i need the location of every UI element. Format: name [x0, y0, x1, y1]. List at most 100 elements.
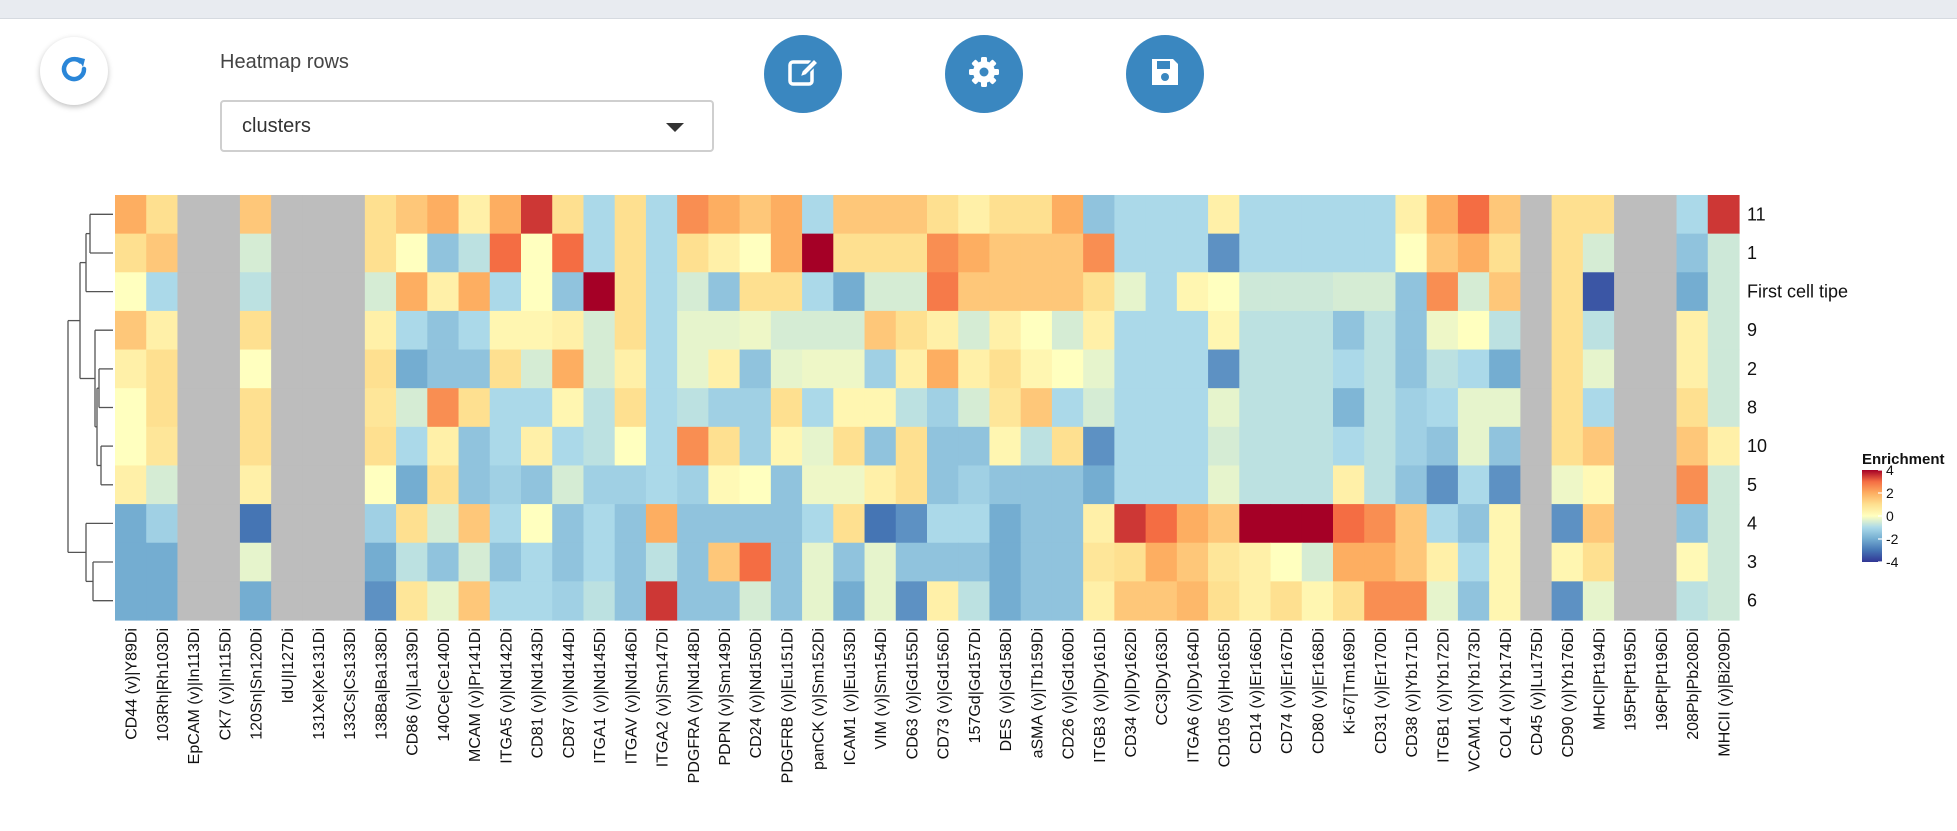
heatmap-cell — [1707, 504, 1740, 544]
heatmap-cell — [1176, 310, 1209, 351]
heatmap-cell — [302, 581, 335, 621]
heatmap-cell — [989, 310, 1022, 351]
heatmap-cell — [489, 349, 522, 389]
heatmap-cell — [1301, 272, 1334, 312]
heatmap-rows-label: Heatmap rows — [220, 51, 349, 73]
heatmap-cell — [1301, 426, 1334, 467]
heatmap-cell — [833, 349, 866, 389]
heatmap-cell — [1114, 388, 1147, 428]
heatmap-cell — [895, 542, 928, 582]
column-label: MHCI|Pt194Di — [1592, 628, 1609, 730]
heatmap-cell — [302, 272, 335, 312]
heatmap-cell — [1270, 581, 1303, 621]
heatmap-cell — [927, 195, 959, 235]
heatmap-cell — [208, 542, 241, 582]
heatmap-cell — [1145, 504, 1178, 544]
heatmap-cell — [583, 504, 616, 544]
heatmap-cell — [1489, 426, 1521, 467]
heatmap-cell — [1707, 233, 1740, 273]
heatmap-cell — [552, 388, 585, 428]
heatmap-cell — [958, 581, 991, 621]
settings-button[interactable] — [945, 35, 1023, 113]
heatmap-rows-select[interactable]: clusters — [220, 100, 714, 152]
heatmap-cell — [1083, 465, 1115, 505]
heatmap-cell — [1520, 233, 1553, 273]
heatmap-cell — [614, 195, 647, 235]
heatmap-cell — [1114, 349, 1147, 389]
heatmap-cell — [677, 388, 709, 428]
heatmap-cell — [208, 504, 241, 544]
heatmap-cell — [739, 310, 772, 351]
heatmap-cell — [1333, 465, 1365, 505]
heatmap-cell — [645, 542, 678, 582]
heatmap-cell — [1301, 388, 1334, 428]
heatmap-cell — [1051, 542, 1084, 582]
heatmap-cell — [989, 349, 1022, 389]
heatmap-cell — [1676, 504, 1709, 544]
heatmap-cell — [833, 195, 866, 235]
column-label: CD105 (v)|Ho165Di — [1217, 628, 1234, 767]
edit-button[interactable] — [764, 35, 842, 113]
column-label: COL4 (v)|Yb174Di — [1498, 628, 1515, 758]
heatmap-cell — [552, 426, 585, 467]
heatmap-cell — [302, 465, 335, 505]
heatmap-cell — [364, 504, 397, 544]
heatmap-cell — [521, 542, 553, 582]
heatmap-cell — [489, 542, 522, 582]
column-label: MCAM (v)|Pr141Di — [467, 628, 484, 762]
heatmap-cell — [645, 272, 678, 312]
heatmap-cell — [1145, 195, 1178, 235]
heatmap-cell — [177, 310, 210, 351]
heatmap-cell — [427, 581, 460, 621]
heatmap-cell — [645, 581, 678, 621]
heatmap-cell — [1489, 233, 1521, 273]
column-label: CD90 (v)|Yb176Di — [1560, 628, 1577, 758]
heatmap-cell — [458, 272, 491, 312]
column-label: ITGA2 (v)|Sm147Di — [655, 628, 672, 767]
save-button[interactable] — [1126, 35, 1204, 113]
heatmap-cell — [1114, 195, 1147, 235]
heatmap-cell — [1614, 388, 1646, 428]
heatmap-cell — [802, 426, 834, 467]
heatmap-cell — [115, 310, 147, 351]
heatmap-cell — [1239, 310, 1272, 351]
column-label: 196Pt|Pt196Di — [1654, 628, 1671, 731]
heatmap-cell — [1083, 504, 1115, 544]
heatmap-cell — [396, 581, 428, 621]
refresh-button[interactable] — [40, 37, 108, 105]
heatmap-cell — [1582, 504, 1615, 544]
heatmap-cell — [739, 426, 772, 467]
heatmap-cell — [927, 504, 959, 544]
heatmap-cell — [1676, 349, 1709, 389]
heatmap-cell — [1489, 195, 1521, 235]
heatmap-cell — [739, 465, 772, 505]
heatmap-cell — [770, 542, 803, 582]
heatmap-cell — [1614, 465, 1646, 505]
heatmap-cell — [1051, 465, 1084, 505]
heatmap-cell — [677, 272, 709, 312]
heatmap-cell — [396, 465, 428, 505]
heatmap-cell — [333, 542, 366, 582]
heatmap-cell — [489, 426, 522, 467]
heatmap-cell — [239, 465, 272, 505]
heatmap-cell — [1582, 195, 1615, 235]
heatmap-cell — [1426, 465, 1459, 505]
heatmap-cell — [864, 195, 897, 235]
heatmap-cell — [1051, 233, 1084, 273]
column-label: ITGAV (v)|Nd146Di — [623, 628, 640, 764]
heatmap-cell — [958, 195, 991, 235]
heatmap-cell — [458, 465, 491, 505]
heatmap-cell — [1301, 310, 1334, 351]
heatmap-cell — [614, 233, 647, 273]
heatmap-cell — [645, 388, 678, 428]
heatmap-cell — [427, 388, 460, 428]
heatmap-cell — [177, 388, 210, 428]
heatmap-cell — [708, 233, 741, 273]
heatmap-cell — [927, 349, 959, 389]
heatmap-cell — [1020, 465, 1053, 505]
heatmap-cell — [1395, 581, 1428, 621]
heatmap-cell — [958, 233, 991, 273]
heatmap-cell — [1208, 426, 1240, 467]
heatmap-cell — [552, 542, 585, 582]
heatmap-cell — [1426, 233, 1459, 273]
